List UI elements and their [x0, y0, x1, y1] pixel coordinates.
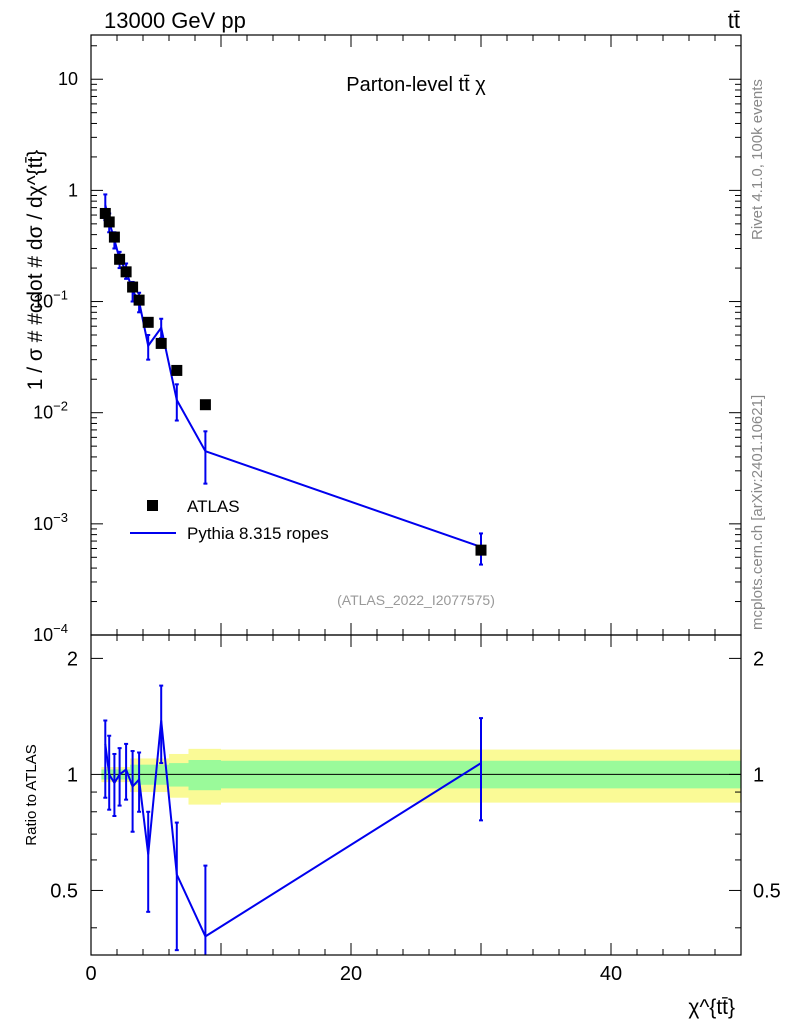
- ratio-y-tick-label-right: 2: [753, 648, 764, 670]
- main-y-tick-exponent: −3: [53, 510, 68, 525]
- atlas-data-point: [133, 294, 145, 306]
- ratio-y-tick-label-left: 2: [67, 648, 78, 670]
- ratio-y-axis-label: Ratio to ATLAS: [23, 744, 40, 845]
- analysis-watermark: (ATLAS_2022_I2077575): [337, 592, 495, 608]
- atlas-data-point: [114, 253, 126, 265]
- main-frame: [90, 34, 742, 636]
- legend-pythia-label: Pythia 8.315 ropes: [187, 524, 329, 543]
- main-y-axis-label: 1 / σ # #cdot # dσ / dχ^{tt̄}: [24, 150, 47, 391]
- ratio-y-tick-label-right: 1: [753, 764, 764, 786]
- ratio-frame: [90, 634, 742, 956]
- ratio-y-tick-label-right: 0.5: [753, 880, 781, 902]
- atlas-data-point: [475, 544, 487, 556]
- main-y-tick-exponent: −2: [53, 399, 68, 414]
- ratio-data-layer: [103, 684, 483, 955]
- ratio-panel: 0.5 0.51 12 20 20 40 Ratio to ATLAS χ^{tt̄}: [23, 634, 781, 1019]
- rivet-label: Rivet 4.1.0, 100k events: [749, 79, 766, 240]
- legend-atlas-marker: [147, 500, 158, 511]
- header-process: tt̄: [728, 8, 740, 33]
- atlas-data-point: [142, 316, 154, 328]
- x-axis-label: χ^{tt̄}: [688, 996, 735, 1019]
- ratio-x-tick-label: 0: [85, 963, 96, 985]
- ratio-uncertainty-bands: [101, 748, 741, 805]
- legend: ATLAS Pythia 8.315 ropes: [130, 497, 329, 543]
- ratio-band-inner: [188, 759, 221, 791]
- atlas-data-point: [171, 364, 183, 376]
- atlas-data-point: [199, 399, 211, 411]
- ratio-x-tick-label: 20: [340, 963, 362, 985]
- header-energy: 13000 GeV pp: [104, 8, 246, 33]
- atlas-data-point: [103, 216, 115, 228]
- main-y-tick-label: 10−4: [33, 621, 68, 645]
- ratio-x-tick-label: 40: [600, 963, 622, 985]
- main-y-tick-label: 10−2: [33, 399, 68, 423]
- legend-atlas-label: ATLAS: [187, 497, 240, 516]
- atlas-data-point: [108, 231, 120, 243]
- atlas-data-point: [99, 207, 111, 219]
- atlas-data-point: [127, 281, 139, 293]
- ratio-axis-ticks: 0.5 0.51 12 20 20 40: [50, 635, 781, 985]
- pythia-main-line: [104, 204, 482, 548]
- main-y-tick-label: 10−3: [33, 510, 68, 534]
- main-title: Parton-level tt̄ χ: [346, 74, 486, 96]
- main-y-tick-label: 1: [68, 180, 78, 200]
- atlas-data-point: [155, 337, 167, 349]
- ratio-y-tick-label-left: 1: [67, 764, 78, 786]
- mcplots-label: mcplots.cern.ch [arXiv:2401.10621]: [749, 395, 766, 630]
- ratio-y-tick-label-left: 0.5: [50, 880, 78, 902]
- main-data-layer: [99, 193, 487, 566]
- ratio-series-group: [103, 684, 483, 955]
- main-y-tick-exponent: −1: [53, 288, 68, 303]
- main-y-tick-exponent: −4: [53, 621, 68, 636]
- main-y-tick-label: 10: [58, 69, 78, 89]
- atlas-data-point: [120, 266, 132, 278]
